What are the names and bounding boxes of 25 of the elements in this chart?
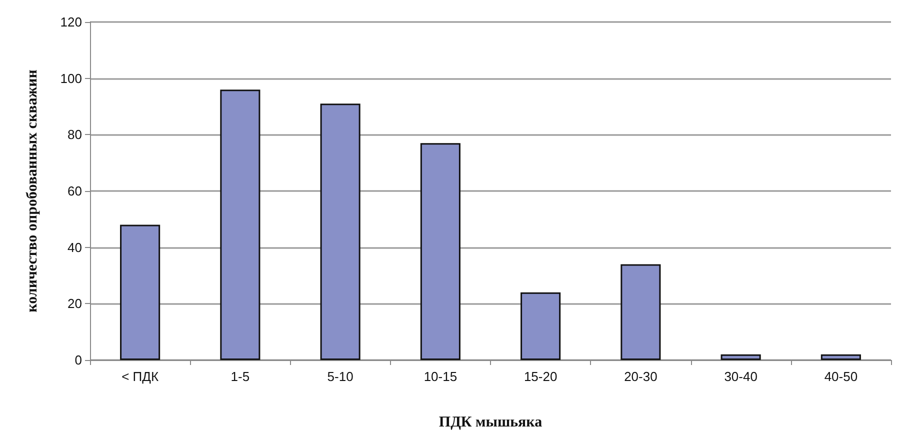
x-tick-label: 1-5 — [230, 369, 250, 384]
bar — [620, 264, 661, 360]
bar — [720, 354, 761, 360]
bar — [820, 354, 861, 360]
x-tick-label: 30-40 — [724, 369, 758, 384]
x-tick-label: 5-10 — [327, 369, 354, 384]
y-tick-label: 20 — [68, 296, 82, 312]
x-tick-label: < ПДК — [122, 369, 159, 384]
y-axis-title: количество опробованных скважин — [24, 69, 40, 312]
bar — [520, 292, 561, 360]
x-tick-label: 10-15 — [424, 369, 458, 384]
bar — [420, 143, 460, 360]
x-axis-title: ПДК мышьяка — [438, 414, 543, 430]
y-tick-label: 80 — [68, 127, 82, 142]
y-tick-label: 40 — [68, 240, 82, 255]
y-tick-label: 100 — [60, 70, 82, 86]
bar — [220, 90, 260, 360]
x-tick-label: 20-30 — [624, 369, 658, 384]
x-tick-label: 15-20 — [524, 369, 558, 384]
bar — [120, 224, 160, 360]
y-tick-label: 120 — [60, 14, 82, 30]
y-tick-label: 60 — [68, 184, 82, 198]
bar — [320, 104, 360, 360]
x-tick-label: 40-50 — [824, 369, 858, 384]
y-tick-label: 0 — [74, 352, 82, 368]
